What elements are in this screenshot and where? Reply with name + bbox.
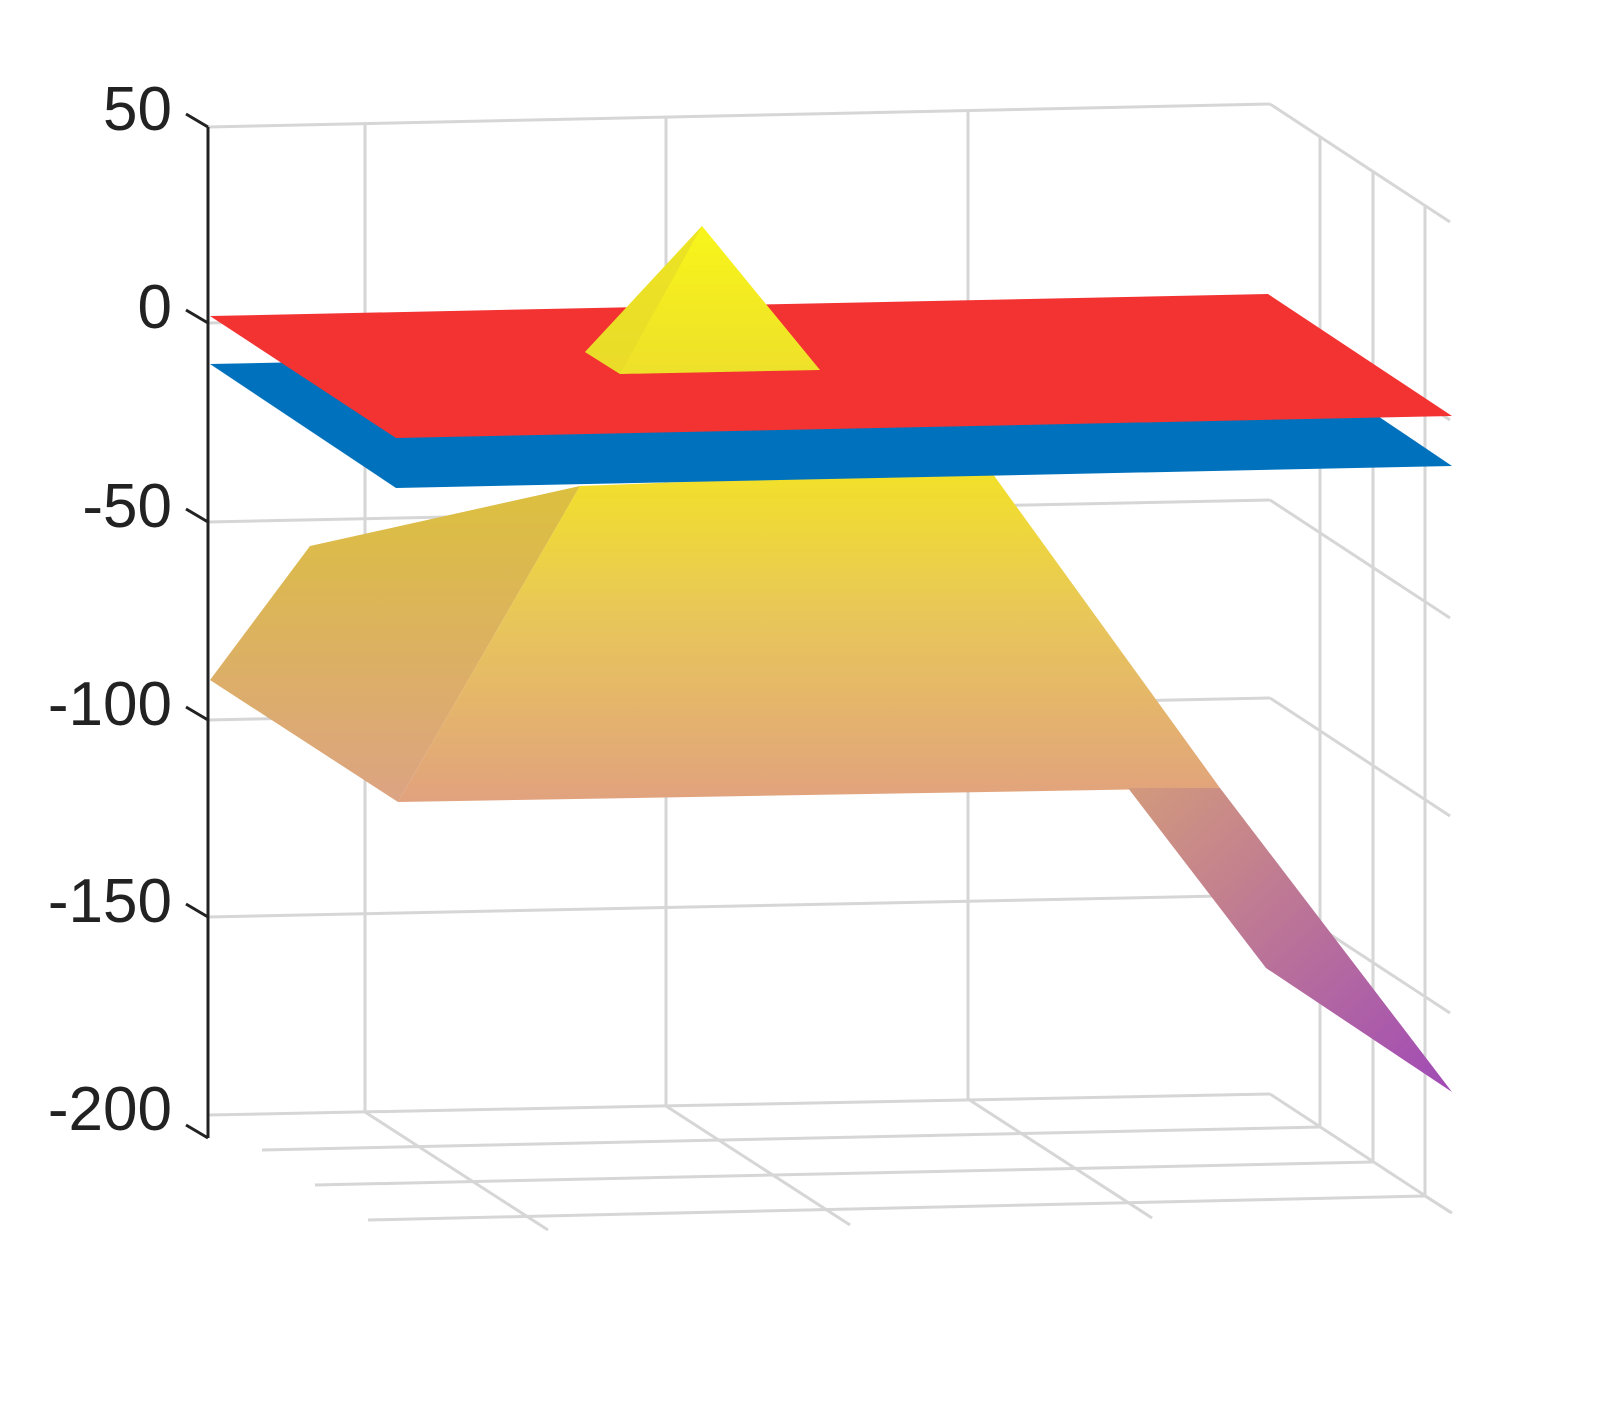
grid-floor-h2 (314, 1160, 1374, 1187)
grid-floor-h3 (367, 1194, 1426, 1222)
z-tick-m100 (185, 705, 209, 722)
z-tick-0 (185, 308, 209, 325)
grid-floor-d1 (364, 1110, 549, 1232)
grid-side-50 (1269, 102, 1451, 224)
z-tick-m200 (185, 1123, 209, 1140)
plane-red (210, 294, 1452, 438)
grid-floor-edge (1424, 1194, 1453, 1215)
grid-side-m50 (1269, 498, 1451, 620)
z-tick-label-m50: -50 (82, 472, 172, 541)
grid-side-m100 (1269, 696, 1451, 818)
grid-floor-d2 (665, 1104, 851, 1227)
pyramid-tip-shade (585, 226, 702, 374)
z-tick-m50 (185, 507, 209, 524)
z-tick-label-m150: -150 (48, 867, 172, 936)
pyramid-left-face (210, 486, 580, 802)
z-axis: 50 0 -50 -100 -150 -200 (48, 75, 210, 1144)
pyramid-tip (585, 226, 820, 374)
z-tick-label-m100: -100 (48, 670, 172, 739)
pyramid-front-face (398, 470, 1220, 802)
surface-group (210, 226, 1452, 1092)
grid-side-m200 (1269, 1092, 1451, 1214)
grid-z-50-back (207, 102, 1271, 129)
z-tick-label-m200: -200 (48, 1075, 172, 1144)
grid-z-m150-back (207, 893, 1271, 919)
grid-floor-h1 (261, 1125, 1321, 1152)
grid-z-m200-back (207, 1092, 1271, 1117)
pyramid-tail (1128, 788, 1452, 1092)
grid-floor-d3 (967, 1097, 1153, 1220)
z-tick-label-0: 0 (138, 273, 172, 342)
z-tick-50 (185, 112, 209, 129)
z-tick-m150 (185, 902, 209, 919)
z-tick-label-50: 50 (103, 75, 172, 144)
